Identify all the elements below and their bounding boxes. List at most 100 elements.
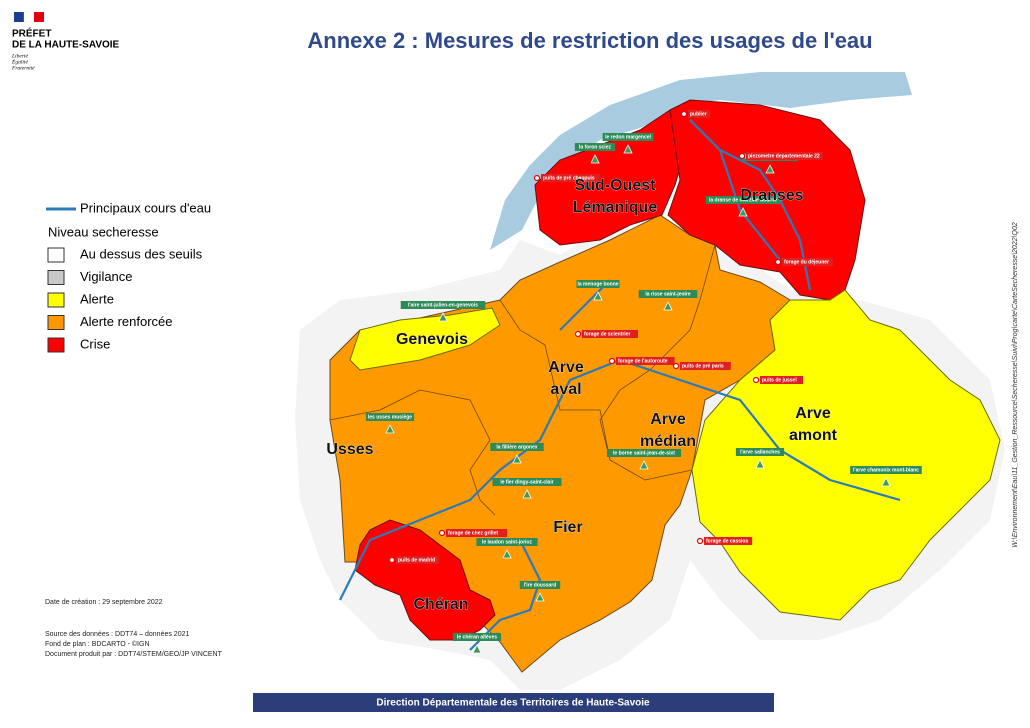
point-label-bg	[582, 330, 638, 338]
legend-swatch	[47, 247, 65, 263]
station-label: le laudon saint-jorioz	[482, 539, 533, 545]
point-marker	[680, 110, 688, 118]
map	[295, 72, 1005, 690]
station-marker	[512, 454, 522, 464]
zone-label: Usses	[326, 441, 373, 458]
river	[718, 149, 781, 261]
point-marker	[533, 174, 541, 182]
zone-label: médian	[640, 433, 696, 450]
logo-line: DE LA HAUTE-SAVOIE	[12, 40, 120, 51]
point-label-bg	[541, 174, 600, 182]
legend-swatch	[47, 292, 65, 308]
legend-label: Alerte	[80, 291, 114, 306]
station-marker	[593, 291, 603, 301]
station-label: le borne saint-jean-de-sixt	[613, 450, 675, 456]
station-marker	[590, 154, 600, 164]
station-label: la foron sciez	[579, 144, 611, 150]
point-marker	[672, 362, 680, 370]
flag-white	[23, 11, 35, 23]
legend-label: Vigilance	[80, 269, 133, 284]
legend-heading: Niveau secheresse	[48, 224, 159, 239]
station-marker	[881, 477, 891, 487]
legend-label: Au dessus des seuils	[80, 246, 203, 261]
legend: Au dessus des seuils Vigilance Alerte Alert…	[47, 246, 203, 353]
point-label-bg	[782, 258, 833, 266]
station-label: l'arve sallanches	[740, 449, 780, 455]
station-marker	[755, 459, 765, 469]
point-label-bg	[704, 537, 753, 545]
legend-label: Alerte renforcée	[80, 314, 173, 329]
point-label: forage de chez grillet	[448, 530, 498, 536]
flag-blue	[14, 12, 24, 22]
station-marker	[385, 424, 395, 434]
point-marker	[696, 537, 704, 545]
station-marker	[623, 144, 633, 154]
source: Source des données : DDT74 – données 202…	[45, 631, 189, 638]
station-marker	[765, 164, 775, 174]
point-label-bg	[760, 376, 803, 384]
station-label: la dranse de morzine bourne	[709, 197, 777, 203]
footer-bar	[253, 693, 774, 712]
station-marker	[738, 207, 748, 217]
zone-label: Dranses	[740, 187, 803, 204]
date: Date de création : 29 septembre 2022	[45, 599, 163, 606]
point-label: puits de jussel	[762, 377, 797, 383]
source: Fond de plan : BDCARTO - ©IGN	[45, 640, 150, 648]
station-label: le chéran allèves	[457, 634, 497, 640]
legend-swatch	[47, 337, 65, 353]
zone-label: Arve	[548, 359, 584, 376]
legend-swatch	[47, 270, 65, 285]
legend-label: Crise	[80, 336, 110, 351]
station-marker	[663, 301, 673, 311]
station-label: le redon margencel	[605, 134, 651, 140]
point-label: puits de pré paris	[682, 363, 724, 369]
point-label: piezometre departementale 22	[748, 153, 820, 159]
file-path: W:\Environnement\Eau\11_Gestion_Ressourc…	[1012, 222, 1019, 548]
zone-label: aval	[550, 381, 581, 398]
river	[469, 539, 542, 651]
motto: Fraternité	[11, 65, 35, 71]
zone-label: Chéran	[413, 596, 468, 613]
point-marker	[738, 152, 746, 160]
lake-leman	[490, 72, 912, 250]
station-marker	[438, 312, 448, 322]
station-label-bg	[400, 301, 486, 309]
point-marker	[388, 556, 396, 564]
point-label: puits de madrid	[398, 557, 435, 563]
source: Document produit par : DDT74/STEM/GEO/JP…	[45, 651, 223, 658]
title: Annexe 2 : Mesures de restriction des us…	[307, 28, 872, 53]
station-label-bg	[476, 538, 538, 546]
zone-label: Fier	[553, 519, 582, 536]
footer: Direction Départementale des Territoires…	[376, 698, 650, 709]
station-marker	[522, 489, 532, 499]
station-label: la fillière argonex	[496, 444, 537, 450]
station-label-bg	[519, 581, 561, 589]
point-label-bg	[616, 357, 675, 365]
border	[329, 389, 496, 516]
point-label: puits de pré chappuis	[543, 175, 595, 181]
point-marker	[608, 357, 616, 365]
river	[689, 119, 812, 291]
station-label: la menoge bonne	[577, 281, 618, 287]
point-label: forage de scientrier	[584, 331, 630, 337]
point-marker	[752, 376, 760, 384]
station-marker	[502, 549, 512, 559]
point-label: forage de l'autoroute	[618, 358, 668, 364]
station-label-bg	[606, 449, 682, 457]
border	[499, 299, 693, 481]
point-label-bg	[396, 556, 439, 564]
station-label-bg	[602, 133, 654, 141]
zone-area	[691, 289, 1001, 621]
motto: Liberté	[11, 53, 28, 59]
zone-label: Arve	[650, 411, 686, 428]
station-label-bg	[574, 143, 616, 151]
flag-red	[34, 12, 44, 22]
legend-swatch	[47, 315, 65, 330]
station-label: l'aire saint-julien-en-genevois	[408, 302, 478, 308]
point-marker	[774, 258, 782, 266]
point-label: forage du déjeuner	[784, 259, 829, 265]
zone-label: Sud-Ouest	[575, 177, 657, 194]
station-label-bg	[705, 196, 781, 204]
